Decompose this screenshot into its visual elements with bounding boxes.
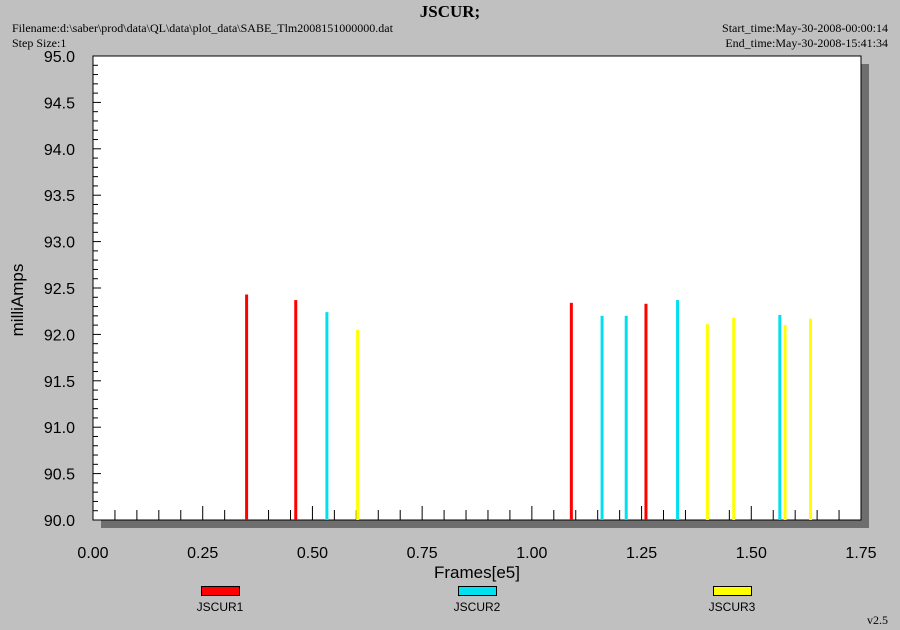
data-bar-jscur1	[294, 300, 298, 520]
data-bar-jscur2	[624, 315, 628, 520]
y-tick-label: 90.5	[44, 467, 75, 484]
plot-background	[92, 55, 862, 521]
data-bar-jscur3	[783, 325, 787, 520]
step-size-label: Step Size:1	[12, 36, 67, 50]
y-tick-label: 93.5	[44, 188, 75, 205]
data-bar-jscur1	[245, 294, 249, 520]
x-tick-label: 0.25	[187, 545, 218, 562]
y-tick-label: 92.5	[44, 281, 75, 298]
data-bar-jscur3	[356, 329, 360, 520]
y-tick-label: 94.0	[44, 142, 75, 159]
x-tick-label: 1.25	[626, 545, 657, 562]
legend-label: JSCUR3	[708, 600, 756, 614]
version-label: v2.5	[867, 613, 888, 627]
data-bar-jscur1	[644, 303, 648, 520]
x-tick-label: 1.00	[516, 545, 547, 562]
data-bar-jscur2	[778, 314, 782, 520]
end-time-label: End_time:May-30-2008-15:41:34	[725, 36, 888, 50]
x-axis-label: Frames[e5]	[434, 563, 520, 582]
y-tick-label: 93.0	[44, 235, 75, 252]
x-tick-label: 0.00	[77, 545, 108, 562]
y-tick-label: 90.0	[44, 513, 75, 530]
y-axis-label: milliAmps	[8, 263, 27, 337]
chart-title: JSCUR;	[419, 2, 481, 21]
x-tick-label: 1.50	[736, 545, 767, 562]
y-tick-label: 91.5	[44, 374, 75, 391]
legend-swatch	[457, 586, 497, 596]
data-bar-jscur2	[600, 315, 604, 520]
legend-swatch	[712, 586, 752, 596]
y-tick-label: 91.0	[44, 420, 75, 437]
legend-label: JSCUR1	[196, 600, 244, 614]
data-bar-jscur3	[705, 324, 709, 520]
data-bar-jscur3	[809, 318, 813, 520]
x-tick-label: 0.50	[297, 545, 328, 562]
data-bar-jscur2	[676, 300, 680, 520]
y-tick-label: 94.5	[44, 95, 75, 112]
legend-label: JSCUR2	[453, 600, 501, 614]
x-tick-label: 0.75	[407, 545, 438, 562]
legend-item-jscur3: JSCUR3	[687, 586, 777, 614]
legend-item-jscur2: JSCUR2	[432, 586, 522, 614]
data-bar-jscur3	[732, 317, 736, 520]
start-time-label: Start_time:May-30-2008-00:00:14	[722, 21, 888, 35]
data-bar-jscur2	[325, 312, 329, 520]
x-tick-label: 1.75	[845, 545, 876, 562]
y-tick-label: 95.0	[44, 49, 75, 66]
data-bar-jscur1	[569, 302, 573, 520]
legend-swatch	[200, 586, 240, 596]
y-tick-label: 92.0	[44, 327, 75, 344]
legend-item-jscur1: JSCUR1	[175, 586, 265, 614]
filename-label: Filename:d:\saber\prod\data\QL\data\plot…	[12, 21, 393, 35]
